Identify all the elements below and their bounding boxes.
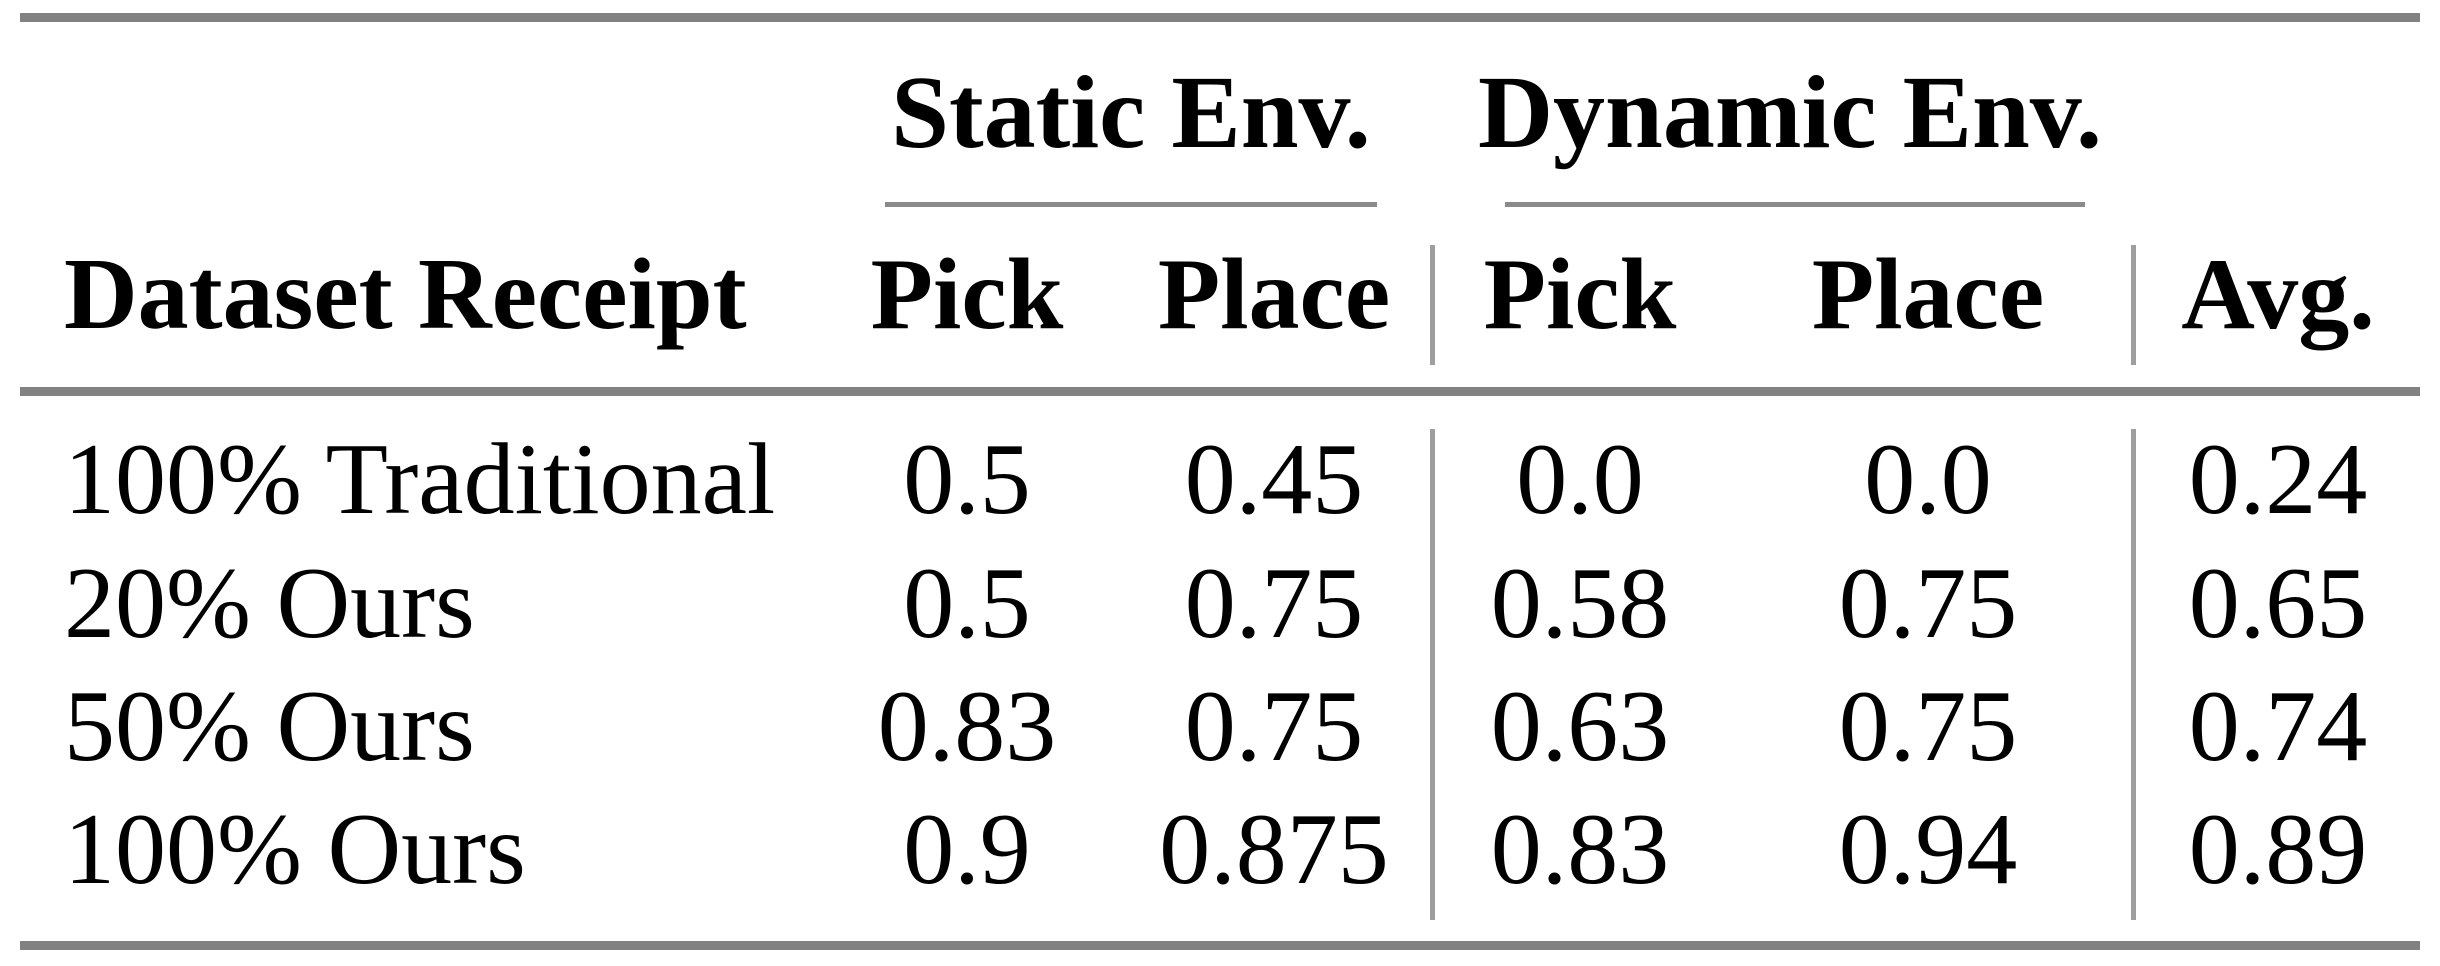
cell-avg: 0.74: [2188, 670, 2368, 783]
cell-dynamic-place: 0.75: [1838, 670, 2018, 783]
column-divider-static-dynamic-header: [1430, 245, 1435, 365]
cell-static-pick: 0.5: [903, 423, 1031, 536]
cell-static-pick: 0.9: [903, 793, 1031, 906]
cell-avg: 0.24: [2188, 423, 2368, 536]
cell-avg: 0.65: [2188, 547, 2368, 660]
cell-dynamic-pick: 0.58: [1490, 547, 1670, 660]
cell-static-pick: 0.5: [903, 547, 1031, 660]
cell-row-label: 100% Traditional: [64, 423, 776, 536]
column-header-dataset-receipt: Dataset Receipt: [64, 238, 747, 351]
dynamic-env-underline: [1505, 202, 2085, 207]
cell-avg: 0.89: [2188, 793, 2368, 906]
bottom-rule: [20, 941, 2420, 950]
mid-rule: [20, 387, 2420, 396]
group-header-dynamic-env: Dynamic Env.: [1477, 55, 2103, 170]
cell-static-place: 0.45: [1184, 423, 1364, 536]
cell-static-place: 0.875: [1159, 793, 1389, 906]
cell-dynamic-pick: 0.63: [1490, 670, 1670, 783]
column-header-static-pick: Pick: [870, 238, 1064, 351]
cell-dynamic-place: 0.75: [1838, 547, 2018, 660]
column-divider-dynamic-avg-body: [2131, 429, 2136, 920]
cell-dynamic-place: 0.0: [1864, 423, 1992, 536]
cell-dynamic-place: 0.94: [1838, 793, 2018, 906]
cell-dynamic-pick: 0.0: [1516, 423, 1644, 536]
cell-dynamic-pick: 0.83: [1490, 793, 1670, 906]
column-header-dynamic-place: Place: [1811, 238, 2045, 351]
cell-static-pick: 0.83: [877, 670, 1057, 783]
column-header-dynamic-pick: Pick: [1483, 238, 1677, 351]
column-header-static-place: Place: [1157, 238, 1391, 351]
cell-row-label: 50% Ours: [64, 670, 475, 783]
column-divider-dynamic-avg-header: [2131, 245, 2136, 365]
column-header-avg: Avg.: [2181, 238, 2375, 351]
cell-row-label: 20% Ours: [64, 547, 475, 660]
static-env-underline: [885, 202, 1377, 207]
cell-static-place: 0.75: [1184, 547, 1364, 660]
top-rule: [20, 13, 2420, 22]
cell-row-label: 100% Ours: [64, 793, 526, 906]
cell-static-place: 0.75: [1184, 670, 1364, 783]
group-header-static-env: Static Env.: [891, 55, 1371, 170]
column-divider-static-dynamic-body: [1430, 429, 1435, 920]
